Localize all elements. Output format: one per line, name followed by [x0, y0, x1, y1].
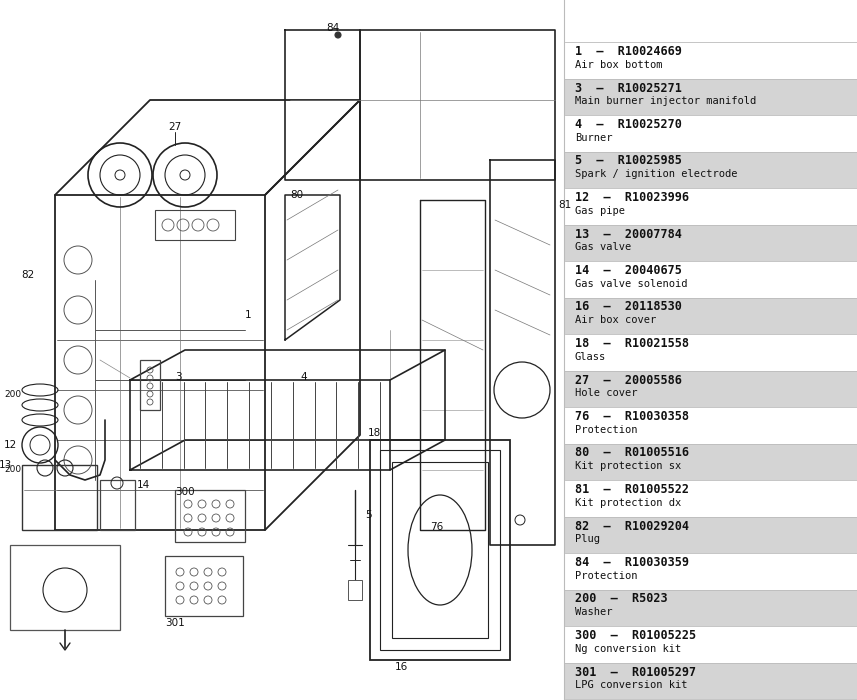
Bar: [565, 151, 857, 188]
Text: Protection: Protection: [575, 570, 638, 580]
Text: 27: 27: [168, 122, 182, 132]
Bar: [100, 480, 135, 530]
Bar: [565, 370, 857, 407]
Text: Washer: Washer: [575, 607, 613, 617]
Text: Ng conversion kit: Ng conversion kit: [575, 643, 681, 654]
Bar: [565, 517, 857, 553]
Text: 13: 13: [0, 460, 12, 470]
Text: Gas valve solenoid: Gas valve solenoid: [575, 279, 687, 288]
Text: 84: 84: [327, 23, 339, 33]
Text: 81  –  R01005522: 81 – R01005522: [575, 483, 689, 496]
Text: 200  –  R5023: 200 – R5023: [575, 592, 668, 606]
Bar: [380, 450, 500, 650]
Text: 84  –  R10030359: 84 – R10030359: [575, 556, 689, 569]
Text: Gas pipe: Gas pipe: [575, 206, 625, 216]
Text: Main burner injector manifold: Main burner injector manifold: [575, 96, 756, 106]
Text: 13  –  20007784: 13 – 20007784: [575, 228, 682, 241]
Text: 18: 18: [368, 428, 381, 438]
Text: 80: 80: [290, 190, 303, 200]
Bar: [140, 360, 160, 410]
Bar: [565, 444, 857, 480]
Text: Kit protection dx: Kit protection dx: [575, 498, 681, 508]
Bar: [165, 556, 243, 616]
Bar: [370, 440, 510, 660]
Bar: [565, 78, 857, 115]
Bar: [392, 462, 488, 638]
Text: 14: 14: [137, 480, 150, 490]
Text: 27  –  20005586: 27 – 20005586: [575, 374, 682, 386]
Text: 200: 200: [4, 465, 21, 474]
Text: 12  –  R10023996: 12 – R10023996: [575, 191, 689, 204]
Text: 82  –  R10029204: 82 – R10029204: [575, 519, 689, 533]
Text: 18  –  R10021558: 18 – R10021558: [575, 337, 689, 350]
Bar: [22, 465, 97, 530]
Text: LPG conversion kit: LPG conversion kit: [575, 680, 687, 690]
Text: 76: 76: [430, 522, 443, 532]
Text: Spark / ignition electrode: Spark / ignition electrode: [575, 169, 738, 179]
Text: 81: 81: [558, 200, 572, 210]
Bar: [565, 225, 857, 261]
Bar: [565, 662, 857, 699]
Text: 14  –  20040675: 14 – 20040675: [575, 264, 682, 277]
Text: 300  –  R01005225: 300 – R01005225: [575, 629, 696, 642]
Text: Hole cover: Hole cover: [575, 388, 638, 398]
Bar: [175, 490, 245, 542]
Bar: [565, 589, 857, 626]
Text: Air box bottom: Air box bottom: [575, 60, 662, 69]
Bar: [10, 545, 120, 630]
Text: Protection: Protection: [575, 424, 638, 435]
Text: 80  –  R01005516: 80 – R01005516: [575, 447, 689, 459]
Text: Plug: Plug: [575, 534, 600, 544]
Text: 1  –  R10024669: 1 – R10024669: [575, 45, 682, 58]
Text: Burner: Burner: [575, 132, 613, 143]
Text: 16: 16: [395, 662, 408, 672]
Text: Gas valve: Gas valve: [575, 242, 632, 252]
Text: 12: 12: [4, 440, 17, 450]
Text: Glass: Glass: [575, 351, 606, 361]
Text: 82: 82: [21, 270, 35, 280]
Text: 1: 1: [245, 310, 252, 320]
Bar: [565, 298, 857, 334]
Text: 76  –  R10030358: 76 – R10030358: [575, 410, 689, 423]
Text: 301: 301: [165, 618, 185, 628]
Text: 5  –  R10025985: 5 – R10025985: [575, 155, 682, 167]
Text: 301  –  R01005297: 301 – R01005297: [575, 666, 696, 678]
Text: 3: 3: [175, 372, 182, 382]
Circle shape: [335, 32, 341, 38]
Bar: [155, 210, 235, 240]
Text: 3  –  R10025271: 3 – R10025271: [575, 81, 682, 94]
Text: 4: 4: [300, 372, 307, 382]
Text: 5: 5: [365, 510, 372, 520]
Text: 200: 200: [4, 390, 21, 399]
Bar: [348, 580, 362, 600]
Text: Air box cover: Air box cover: [575, 315, 656, 325]
Text: Kit protection sx: Kit protection sx: [575, 461, 681, 471]
Text: 16  –  20118530: 16 – 20118530: [575, 300, 682, 314]
Text: 4  –  R10025270: 4 – R10025270: [575, 118, 682, 131]
Text: 300: 300: [175, 487, 195, 497]
